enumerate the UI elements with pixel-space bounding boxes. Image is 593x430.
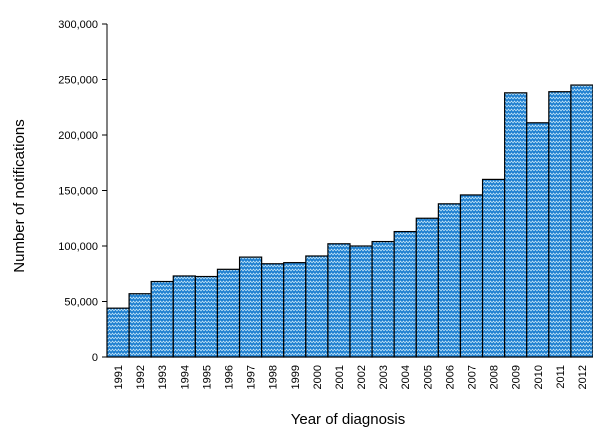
x-axis: 1991 1992 1993 1994 1995 1996 1997 1998 1999 2000… <box>107 356 593 389</box>
x-tick-label: 2004 <box>400 365 412 389</box>
x-tick-label: 2007 <box>467 365 479 389</box>
y-axis-title: Number of notifications <box>11 119 28 272</box>
x-tick-label: 1995 <box>201 365 213 389</box>
y-tick-label: 250,000 <box>58 75 98 87</box>
y-tick-label: 200,000 <box>58 130 98 142</box>
x-tick-label: 1996 <box>224 365 236 389</box>
bar-2007 <box>459 194 484 358</box>
x-tick-label: 1997 <box>246 365 258 389</box>
bar-1998 <box>261 263 285 358</box>
bar-2008 <box>481 178 506 358</box>
bar-1999 <box>283 262 307 358</box>
bar-2004 <box>393 230 417 358</box>
y-tick-label: 50,000 <box>64 297 98 309</box>
bar-1997 <box>238 256 263 358</box>
bar-2009 <box>504 92 528 358</box>
x-tick-label: 1999 <box>290 365 302 389</box>
x-tick-label: 2008 <box>489 365 501 389</box>
x-tick-label: 2012 <box>577 365 589 389</box>
x-tick-label: 1993 <box>157 365 169 389</box>
x-tick-label: 2000 <box>312 365 324 389</box>
bars-group <box>106 84 593 358</box>
x-tick-label: 1991 <box>113 365 125 389</box>
bar-1992 <box>128 293 152 358</box>
bar-2000 <box>305 255 329 358</box>
bar-2002 <box>349 245 373 358</box>
y-tick-label: 150,000 <box>58 186 98 198</box>
x-tick-label: 2011 <box>555 365 567 389</box>
x-tick-label: 2001 <box>334 365 346 389</box>
bar-2003 <box>371 240 395 358</box>
x-tick-label: 2009 <box>511 365 523 389</box>
bar-2001 <box>327 243 351 358</box>
bar-2006 <box>437 203 462 358</box>
bar-1996 <box>216 268 241 358</box>
x-tick-label: 1998 <box>268 365 280 389</box>
bar-1994 <box>172 275 196 358</box>
bar-2011 <box>548 91 572 358</box>
x-tick-label: 1992 <box>135 365 147 389</box>
y-axis: 0 50,000 100,000 150,000 200,000 250,000 300,0… <box>58 19 108 364</box>
x-axis-title: Year of diagnosis <box>291 411 406 428</box>
x-tick-label: 2003 <box>378 365 390 389</box>
bar-1993 <box>150 280 174 358</box>
x-tick-label: 2010 <box>533 365 545 389</box>
bar-2005 <box>415 217 439 358</box>
y-tick-label: 0 <box>92 352 98 364</box>
y-tick-label: 300,000 <box>58 19 98 31</box>
bar-2010 <box>526 122 550 358</box>
x-tick-label: 2006 <box>444 365 456 389</box>
bar-1995 <box>194 275 219 358</box>
x-tick-label: 2002 <box>356 365 368 389</box>
x-tick-label: 1994 <box>179 365 191 389</box>
x-tick-label: 2005 <box>422 365 434 389</box>
y-tick-label: 100,000 <box>58 241 98 253</box>
bar-1991 <box>106 307 130 358</box>
bar-2012 <box>570 84 593 358</box>
